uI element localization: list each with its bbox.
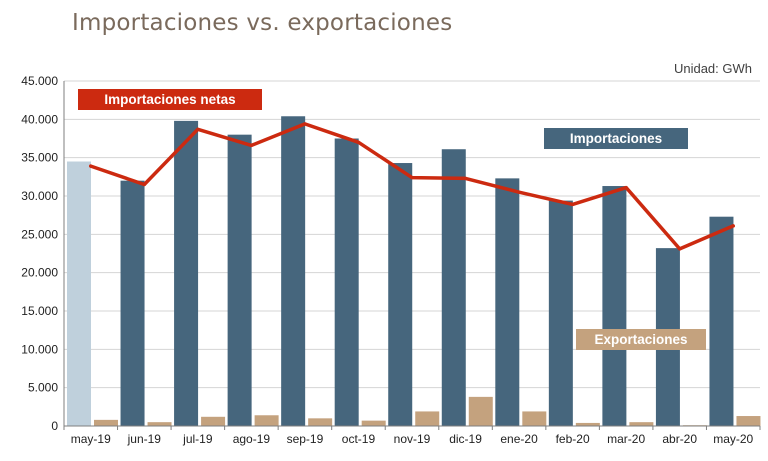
export-bar	[308, 418, 333, 426]
net-import-point	[196, 127, 200, 131]
import-bar	[709, 216, 734, 426]
export-bar	[522, 411, 547, 426]
import-bar	[334, 138, 359, 426]
y-tick-label: 45.000	[21, 74, 58, 88]
import-bar	[548, 200, 573, 426]
export-bar	[468, 396, 493, 426]
y-tick-label: 0	[51, 419, 58, 433]
x-tick-label: ago-19	[233, 432, 271, 446]
unit-label: Unidad: GWh	[673, 61, 752, 76]
net-import-point	[142, 182, 146, 187]
net-import-point	[624, 185, 628, 190]
import-bar	[174, 120, 199, 426]
net-import-point	[463, 176, 468, 180]
x-tick-label: may-19	[71, 432, 111, 446]
y-tick-label: 10.000	[21, 342, 58, 356]
legend-exportaciones: Exportaciones	[594, 332, 687, 347]
x-tick-label: mar-20	[607, 432, 645, 446]
axes: 0 5.000 10.000 15.000 20.000 25.000 30.000 35.0…	[21, 74, 761, 446]
import-bar	[495, 178, 520, 426]
export-bar	[415, 411, 440, 426]
x-tick-label: jul-19	[182, 432, 213, 446]
y-tick-label: 25.000	[21, 227, 58, 241]
x-tick-label: oct-19	[342, 432, 376, 446]
export-bar	[254, 415, 279, 426]
import-bar	[281, 116, 306, 427]
x-tick-label: jun-19	[127, 432, 162, 446]
chart-title: Importaciones vs. exportaciones	[72, 10, 453, 36]
net-import-point	[249, 143, 253, 147]
x-tick-label: ene-20	[500, 432, 538, 446]
net-import-point	[356, 140, 361, 144]
y-tick-label: 40.000	[21, 112, 58, 126]
import-bar	[227, 134, 252, 426]
y-tick-label: 30.000	[21, 189, 58, 203]
legend-importaciones: Importaciones	[570, 131, 662, 146]
y-tick-label: 15.000	[21, 304, 58, 318]
x-tick-label: sep-19	[287, 432, 324, 446]
import-bar	[120, 180, 145, 426]
export-bar	[575, 422, 600, 426]
net-import-point	[517, 190, 521, 194]
legend-importaciones-netas: Importaciones netas	[104, 92, 235, 107]
net-import-point	[303, 122, 307, 126]
y-tick-label: 5.000	[28, 381, 58, 395]
import-bar	[602, 186, 627, 426]
net-import-point	[410, 176, 414, 180]
export-bar	[736, 416, 761, 426]
x-tick-label: dic-19	[449, 432, 482, 446]
export-bar	[94, 419, 118, 426]
y-tick-label: 20.000	[21, 266, 58, 280]
legend: Importaciones netas Importaciones Exportac…	[78, 89, 706, 350]
net-import-point	[89, 164, 93, 168]
legend-importaciones-netas-box	[78, 89, 262, 110]
import-bar	[67, 161, 91, 426]
x-tick-label: nov-19	[394, 432, 431, 446]
bars	[67, 116, 761, 427]
x-tick-label: abr-20	[662, 432, 697, 446]
x-tick-label: feb-20	[556, 432, 590, 446]
net-import-point	[731, 224, 735, 228]
y-tick-label: 35.000	[21, 151, 58, 165]
net-import-line	[89, 122, 735, 251]
export-bar	[147, 422, 172, 426]
net-import-point	[571, 202, 575, 207]
import-bar	[388, 163, 413, 427]
import-bar	[441, 149, 466, 426]
export-bar	[201, 416, 226, 426]
x-tick-label: may-20	[713, 432, 753, 446]
export-bar	[629, 422, 654, 426]
net-import-point	[678, 247, 682, 251]
legend-importaciones-box	[544, 128, 688, 149]
legend-exportaciones-box	[576, 329, 706, 350]
export-bar	[361, 420, 386, 426]
